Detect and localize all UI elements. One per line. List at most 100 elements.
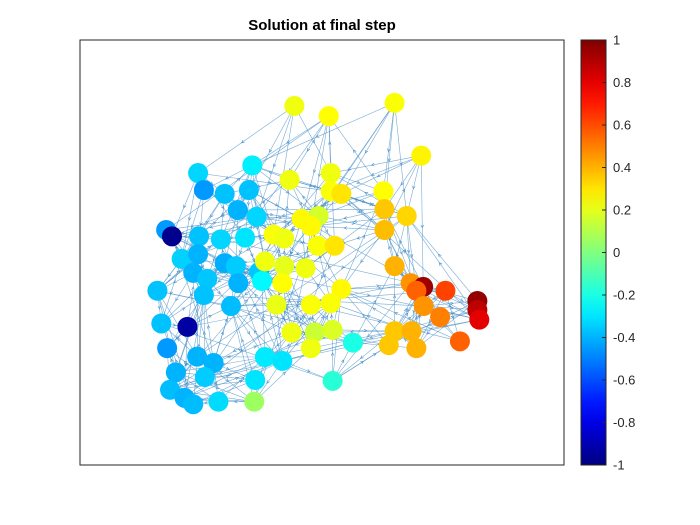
edge-arrowhead [330, 352, 335, 356]
graph-edge [318, 191, 384, 217]
graph-node [165, 362, 186, 383]
colorbar-tick-label: 0.8 [613, 75, 631, 90]
graph-node [244, 391, 265, 412]
edge-arrowhead [290, 228, 295, 233]
edge-arrowhead [175, 297, 179, 302]
edge-arrowhead [269, 212, 274, 217]
graph-node [177, 316, 198, 337]
graph-node [246, 206, 267, 227]
edge-arrowhead [240, 348, 244, 353]
edge-arrowhead [204, 221, 209, 225]
graph-edge [406, 215, 480, 320]
graph-edge [420, 155, 424, 287]
edge-arrowhead [324, 229, 328, 233]
edge-arrowhead [218, 371, 223, 375]
graph-node [238, 180, 259, 201]
graph-edge [384, 155, 422, 210]
edge-arrowhead [270, 316, 274, 321]
graph-node [251, 270, 272, 291]
graph-edge [181, 189, 205, 259]
edge-arrowhead [220, 212, 225, 216]
edge-arrowhead [169, 291, 173, 296]
edge-arrowhead [175, 335, 180, 340]
colorbar-tick-label: -0.4 [613, 330, 635, 345]
edge-arrowhead [373, 299, 377, 304]
graph-node [378, 335, 399, 356]
graph-edge [383, 102, 395, 192]
edge-arrowhead [392, 294, 397, 299]
edge-arrowhead [237, 348, 242, 352]
edge-arrowhead [272, 163, 277, 168]
graph-edge [341, 288, 390, 346]
graph-edge [406, 155, 422, 217]
edge-arrowhead [278, 291, 282, 296]
edge-arrowhead [286, 140, 290, 144]
colorbar-tick-label: 0 [613, 245, 620, 260]
graph-node [272, 350, 293, 371]
edge-arrowhead [438, 262, 443, 266]
edge-arrowhead [172, 323, 177, 327]
edge-arrowhead [252, 303, 257, 308]
graph-node [342, 332, 363, 353]
graph-node [406, 338, 427, 359]
edge-arrowhead [296, 304, 300, 309]
graph-node [435, 280, 456, 301]
graph-node [401, 321, 422, 342]
graph-edge [175, 372, 255, 402]
plot-area [79, 39, 565, 466]
graph-edge [252, 165, 274, 235]
edge-arrowhead [438, 253, 442, 258]
edge-arrowhead [207, 324, 211, 329]
graph-edge [196, 215, 407, 357]
edge-arrowhead [277, 332, 282, 337]
edge-arrowhead [246, 247, 250, 251]
edge-arrowhead [212, 221, 217, 225]
colorbar-tick-label: 0.4 [613, 160, 631, 175]
graph-edge [181, 193, 225, 260]
graph-edge [161, 258, 182, 324]
graph-node [331, 279, 352, 300]
graph-edge [291, 268, 306, 333]
edge-arrowhead [285, 190, 290, 194]
graph-node [188, 163, 209, 184]
graph-node [242, 155, 263, 176]
graph-edge [198, 172, 331, 192]
graph-edge [352, 265, 395, 343]
edge-arrowhead [246, 202, 251, 206]
graph-edge [184, 356, 266, 399]
graph-node [449, 331, 470, 352]
graph-edge [384, 209, 424, 288]
edge-arrowhead [356, 180, 361, 184]
edge-arrowhead [357, 209, 361, 213]
edge-arrowhead [451, 311, 455, 315]
graph-node [430, 307, 451, 328]
graph-edge [230, 305, 283, 362]
edge-arrowhead [191, 286, 195, 291]
edge-arrowhead [276, 342, 281, 347]
graph-node [331, 183, 352, 204]
graph-edge [204, 102, 395, 378]
graph-edge [193, 360, 283, 405]
edge-arrowhead [451, 315, 455, 320]
edge-arrowhead [194, 331, 199, 336]
edge-arrowhead [244, 299, 248, 303]
edge-arrowhead [322, 201, 326, 206]
edge-arrowhead [312, 169, 317, 174]
graph-node [272, 273, 293, 294]
edge-arrowhead [283, 219, 288, 224]
edge-arrowhead [404, 312, 409, 317]
graph-node [228, 273, 249, 294]
graph-node [281, 322, 302, 343]
graph-edge [254, 347, 312, 402]
graph-node [193, 180, 214, 201]
edge-arrowhead [359, 355, 364, 359]
graph-edge [169, 304, 312, 391]
edge-arrowhead [361, 234, 365, 239]
edge-arrowhead [254, 293, 258, 298]
graph-node [295, 258, 316, 279]
edge-arrowhead [189, 292, 194, 297]
graph-edge [328, 115, 384, 192]
edge-arrowhead [176, 270, 181, 274]
edge-arrowhead [403, 308, 407, 313]
edge-arrowhead [207, 245, 212, 249]
